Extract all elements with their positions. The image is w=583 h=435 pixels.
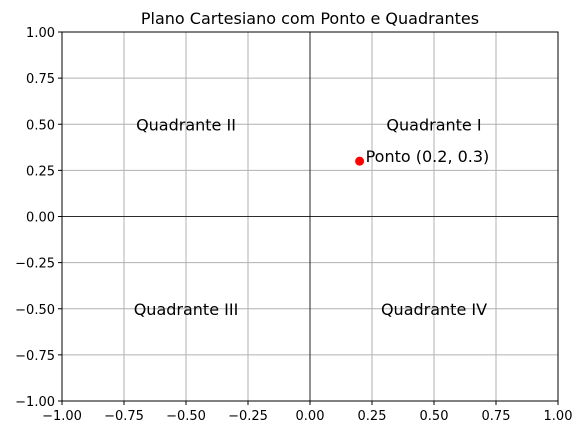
point-label: Ponto (0.2, 0.3) [366,147,490,166]
y-tick-label: −0.25 [15,257,55,272]
x-tick-label: 0.75 [482,409,511,424]
y-tick-label: −1.00 [15,395,55,410]
quadrant-label: Quadrante IV [381,300,487,319]
data-point [355,156,365,166]
y-tick-label: 0.25 [26,164,55,179]
x-tick-label: 0.50 [420,409,449,424]
y-tick-label: 0.75 [26,72,55,87]
chart-title: Plano Cartesiano com Ponto e Quadrantes [141,9,479,28]
x-tick-label: −0.75 [104,409,144,424]
quadrant-label: Quadrante II [136,115,236,134]
annotations: Quadrante I Quadrante II Quadrante III Quad… [134,115,490,319]
zero-axes [62,32,558,401]
quadrant-label: Quadrante III [134,300,239,319]
x-tick-label: 1.00 [544,409,573,424]
data-points [355,156,365,166]
x-tick-label: 0.00 [296,409,325,424]
x-tick-label: 0.25 [358,409,387,424]
x-tick-label: −1.00 [42,409,82,424]
x-axis-ticks: −1.00 −0.75 −0.50 −0.25 0.00 0.25 0.50 0.75 1.00 [42,401,572,424]
y-tick-label: 0.00 [26,211,55,226]
y-tick-label: 0.50 [26,118,55,133]
y-tick-label: −0.75 [15,349,55,364]
y-tick-label: 1.00 [26,26,55,41]
y-tick-label: −0.50 [15,303,55,318]
x-tick-label: −0.25 [228,409,268,424]
quadrant-label: Quadrante I [386,115,481,134]
y-axis-ticks: −1.00 −0.75 −0.50 −0.25 0.00 0.25 0.50 0.75 1.00 [15,26,62,410]
x-tick-label: −0.50 [166,409,206,424]
